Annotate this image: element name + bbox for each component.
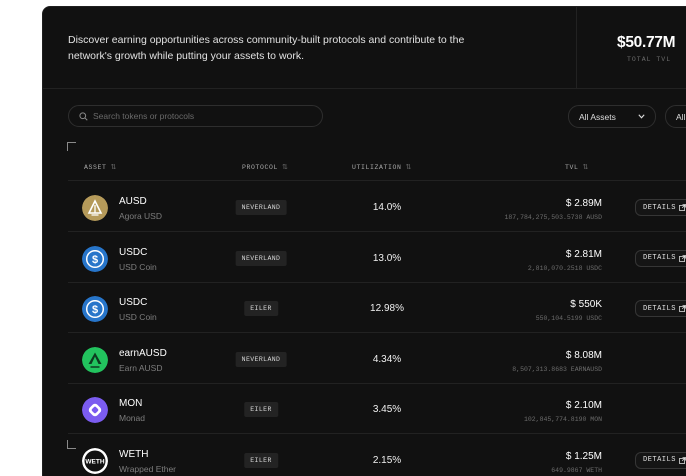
tvl-usd-value: $ 1.25M: [565, 450, 602, 462]
table-row[interactable]: AUSD Agora USD NEVERLAND 14.0% $ 2.89M 1…: [68, 182, 686, 232]
asset-full-name: Wrapped Ether: [119, 463, 177, 474]
page-header: Discover earning opportunities across co…: [43, 7, 686, 89]
asset-filter-dropdown[interactable]: All Assets: [568, 105, 656, 128]
details-label: DETAILS: [643, 254, 676, 262]
tvl-token-amount: 649.9867 WETH: [551, 466, 602, 474]
asset-full-name: Monad: [119, 413, 145, 423]
corner-marker-top: [67, 142, 76, 151]
external-link-icon: [679, 305, 686, 312]
tvl-usd-value: $ 550K: [570, 299, 602, 310]
table-header: ASSET ⇅ PROTOCOL ⇅ UTILIZATION ⇅ TVL ⇅: [68, 157, 686, 181]
corner-marker-bottom: [67, 440, 76, 449]
svg-text:WETH: WETH: [85, 458, 104, 465]
asset-full-name: USD Coin: [119, 312, 157, 322]
usdc-icon: $: [82, 296, 108, 322]
tvl-usd-value: $ 8.08M: [565, 349, 602, 361]
earn-ausd-icon: [82, 346, 108, 373]
intro-text: Discover earning opportunities across co…: [68, 34, 465, 62]
details-label: DETAILS: [643, 203, 676, 212]
asset-full-name: Agora USD: [119, 211, 162, 221]
table-row[interactable]: MON Monad EILER 3.45% $ 2.10M 102,845,77…: [68, 384, 686, 434]
search-input[interactable]: [93, 111, 313, 121]
total-tvl-value: $50.77M: [617, 34, 676, 51]
table-row[interactable]: earnAUSD Earn AUSD NEVERLAND 4.34% $ 8.0…: [68, 334, 686, 384]
details-label: DETAILS: [643, 456, 676, 464]
sort-icon: ⇅: [282, 164, 289, 172]
weth-icon: WETH: [82, 447, 108, 474]
utilization-value: 14.0%: [372, 202, 402, 213]
tvl-usd-value: $ 2.10M: [565, 400, 602, 411]
utilization-value: 3.45%: [372, 404, 402, 415]
asset-name: AUSD: [119, 196, 147, 207]
asset-full-name: USD Coin: [119, 261, 157, 272]
search-box[interactable]: [68, 105, 323, 127]
details-button[interactable]: DETAILS: [635, 300, 686, 317]
external-link-icon: [679, 254, 686, 262]
asset-name: USDC: [119, 246, 148, 258]
protocol-filter-dropdown[interactable]: All: [665, 105, 686, 128]
asset-name: MON: [119, 398, 143, 409]
protocol-badge: NEVERLAND: [235, 250, 287, 266]
usdc-icon: $: [82, 245, 108, 272]
table-row[interactable]: WETH WETH Wrapped Ether EILER 2.15% $ 1.…: [68, 435, 686, 476]
column-header-protocol[interactable]: PROTOCOL ⇅: [242, 164, 289, 172]
protocol-badge: EILER: [244, 452, 278, 468]
asset-name: earnAUSD: [119, 347, 167, 359]
tvl-usd-value: $ 2.89M: [565, 198, 602, 209]
protocol-badge: NEVERLAND: [235, 351, 287, 367]
details-button[interactable]: DETAILS: [635, 199, 686, 216]
tvl-token-amount: 187,784,275,503.5738 AUSD: [504, 214, 602, 221]
details-button[interactable]: DETAILS: [635, 249, 686, 267]
search-icon: [79, 111, 88, 121]
svg-text:$: $: [92, 254, 98, 266]
column-header-asset[interactable]: ASSET ⇅: [84, 164, 117, 172]
sort-icon: ⇅: [110, 164, 117, 172]
protocol-badge: EILER: [244, 301, 278, 316]
svg-text:$: $: [92, 304, 98, 316]
tvl-token-amount: 102,845,774.8190 MON: [523, 416, 602, 423]
monad-icon: [82, 397, 108, 423]
column-header-utilization[interactable]: UTILIZATION ⇅: [352, 164, 412, 172]
protocol-badge: NEVERLAND: [235, 200, 287, 215]
total-tvl-card: $50.77M TOTAL TVL: [576, 7, 686, 89]
tvl-usd-value: $ 2.81M: [565, 248, 602, 260]
chevron-down-icon: [638, 114, 645, 119]
external-link-icon: [679, 204, 686, 211]
asset-name: USDC: [119, 297, 148, 308]
table-row[interactable]: $ USDC USD Coin EILER 12.98% $ 550K 550,…: [68, 283, 686, 333]
earn-panel: Discover earning opportunities across co…: [42, 6, 686, 476]
utilization-value: 12.98%: [370, 303, 404, 314]
sort-icon: ⇅: [582, 164, 589, 172]
table-row[interactable]: $ USDC USD Coin NEVERLAND 13.0% $ 2.81M …: [68, 233, 686, 283]
tvl-token-amount: 550,104.5199 USDC: [535, 315, 602, 322]
protocol-badge: EILER: [244, 402, 278, 417]
utilization-value: 4.34%: [372, 353, 402, 365]
protocol-filter-label: All: [676, 111, 686, 122]
external-link-icon: [679, 456, 686, 464]
asset-name: WETH: [119, 448, 149, 460]
agora-usd-icon: [82, 195, 108, 221]
asset-filter-label: All Assets: [579, 111, 616, 122]
tvl-token-amount: 8,507,313.8683 EARNAUSD: [512, 365, 602, 373]
asset-full-name: Earn AUSD: [119, 362, 163, 373]
total-tvl-label: TOTAL TVL: [627, 56, 672, 63]
utilization-value: 2.15%: [372, 454, 402, 466]
details-label: DETAILS: [643, 304, 676, 313]
column-header-tvl[interactable]: TVL ⇅: [565, 164, 589, 172]
sort-icon: ⇅: [405, 164, 412, 172]
utilization-value: 13.0%: [372, 252, 402, 264]
tvl-token-amount: 2,810,070.2518 USDC: [527, 264, 602, 272]
details-button[interactable]: DETAILS: [635, 451, 686, 469]
